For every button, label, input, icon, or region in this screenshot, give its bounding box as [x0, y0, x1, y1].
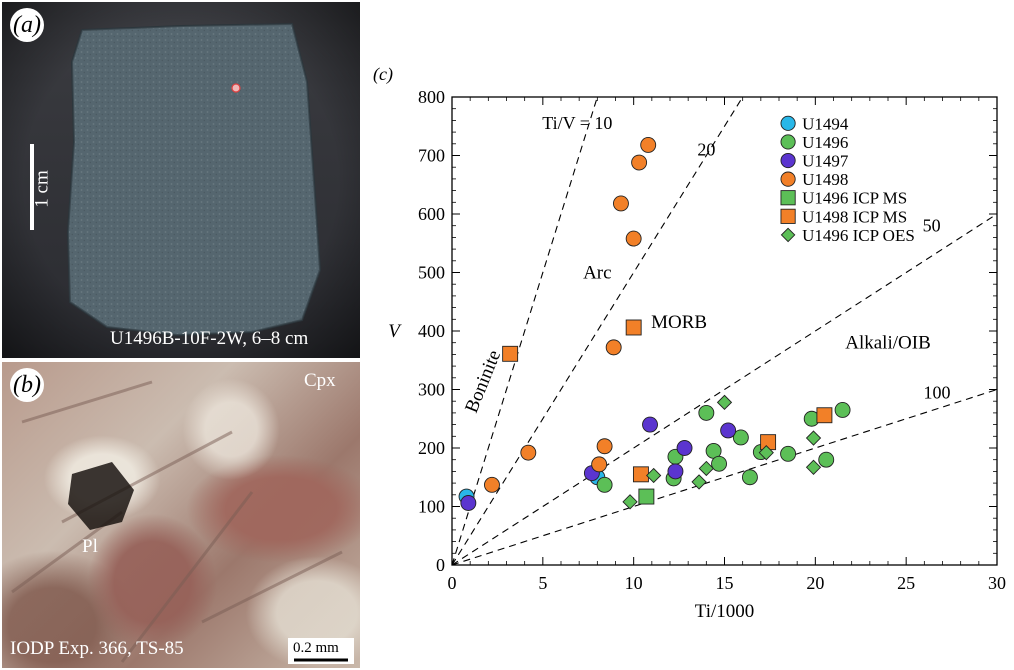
legend-swatch-u1496-icp-ms	[781, 191, 795, 205]
legend-label-u1497: U1497	[802, 152, 849, 171]
point-u1496-icp-oes	[807, 431, 821, 445]
x-tick-label: 25	[897, 573, 915, 593]
legend-label-u1498-icp-ms: U1498 ICP MS	[802, 207, 907, 226]
legend-label-u1496-icp-ms: U1496 ICP MS	[802, 189, 907, 208]
point-u1496	[597, 477, 612, 492]
ti-v-reference-lines	[452, 97, 997, 565]
ti-v-reference-labels: Ti/V = 10 20 50 100	[542, 113, 950, 402]
x-tick-label: 15	[716, 573, 734, 593]
point-u1498	[606, 340, 621, 355]
x-tick-label: 30	[988, 573, 1006, 593]
field-label-alkali-oib: Alkali/OIB	[845, 333, 931, 354]
point-u1498-icp-ms	[626, 320, 641, 335]
legend-swatch-u1496-icp-oes	[781, 228, 794, 241]
field-label-morb: MORB	[651, 312, 707, 333]
y-tick-label: 700	[418, 146, 445, 166]
panel-a-tag: (a)	[10, 8, 44, 42]
panel-a-specimen-photo: (a) 1 cm U1496B-10F-2W, 6–8 cm	[2, 2, 360, 358]
legend-label-u1496-icp-oes: U1496 ICP OES	[802, 226, 915, 245]
y-tick-label: 400	[418, 321, 445, 341]
point-u1496	[781, 446, 796, 461]
point-u1496	[699, 405, 714, 420]
y-tick-label: 800	[418, 87, 445, 107]
x-tick-label: 10	[625, 573, 643, 593]
legend-swatch-u1498-icp-ms	[781, 209, 795, 223]
point-u1498	[521, 445, 536, 460]
point-u1498	[626, 231, 641, 246]
point-u1496	[835, 402, 850, 417]
mineral-label-pl: Pl	[82, 536, 98, 558]
y-axis-label: V	[388, 321, 402, 342]
point-u1498-icp-ms	[503, 346, 518, 361]
scale-label: 1 cm	[32, 170, 54, 207]
point-u1498	[592, 457, 607, 472]
point-u1497	[668, 464, 683, 479]
x-axis-label: Ti/1000	[695, 601, 755, 622]
point-u1498	[641, 137, 656, 152]
y-tick-label: 500	[418, 263, 445, 283]
field-label-arc: Arc	[583, 262, 611, 283]
point-u1496	[742, 470, 757, 485]
point-u1497	[643, 417, 658, 432]
ti-v-line-100	[452, 390, 997, 566]
point-u1496-icp-oes	[807, 460, 821, 474]
point-u1496-icp-ms	[639, 489, 654, 504]
point-u1498-icp-ms	[817, 408, 832, 423]
panel-b-thin-section-photo: (b) Cpx Pl IODP Exp. 366, TS-85 0.2 mm	[2, 362, 360, 668]
y-tick-label: 100	[418, 497, 445, 517]
x-tick-label: 0	[448, 573, 457, 593]
point-u1496	[712, 456, 727, 471]
ti-v-label-50: 50	[923, 216, 941, 236]
legend-label-u1496: U1496	[802, 133, 848, 152]
point-u1496	[819, 452, 834, 467]
legend-swatch-u1496	[781, 135, 795, 149]
legend-swatch-u1497	[781, 153, 795, 167]
legend-label-u1494: U1494	[802, 114, 849, 133]
thin-section-texture	[2, 362, 360, 668]
point-u1496-icp-oes	[718, 395, 732, 409]
x-tick-label: 20	[806, 573, 824, 593]
legend-swatch-u1498	[781, 172, 795, 186]
x-tick-label: 5	[538, 573, 547, 593]
point-u1498	[613, 196, 628, 211]
ti-v-label-10: Ti/V = 10	[542, 113, 612, 133]
y-tick-label: 0	[436, 555, 445, 575]
legend-swatch-u1494	[781, 116, 795, 130]
point-u1497	[677, 441, 692, 456]
point-u1497	[721, 423, 736, 438]
mineral-label-cpx: Cpx	[304, 370, 336, 392]
chart-panel-label: (c)	[373, 64, 393, 85]
tectonic-field-labels: Arc MORB Alkali/OIB Boninite	[461, 262, 931, 416]
y-tick-label: 600	[418, 204, 445, 224]
y-tick-label: 300	[418, 380, 445, 400]
panel-b-tag: (b)	[10, 368, 44, 402]
legend-label-u1498: U1498	[802, 170, 848, 189]
point-u1498	[597, 439, 612, 454]
micro-scale-label: 0.2 mm	[293, 640, 339, 657]
point-u1498-icp-ms	[633, 467, 648, 482]
point-u1497	[461, 495, 476, 510]
ti-v-label-20: 20	[697, 140, 715, 160]
rock-slab-image	[2, 2, 360, 358]
ti-v-line-50	[452, 214, 997, 565]
ti-v-label-100: 100	[924, 382, 951, 402]
plot-frame	[452, 97, 997, 565]
point-u1496-icp-oes	[623, 495, 637, 509]
point-u1498	[484, 477, 499, 492]
point-u1498	[632, 155, 647, 170]
sample-spot-marker	[232, 84, 240, 92]
thin-section-label: IODP Exp. 366, TS-85	[10, 638, 184, 660]
y-tick-label: 200	[418, 438, 445, 458]
field-label-boninite: Boninite	[461, 347, 505, 416]
sample-label: U1496B-10F-2W, 6–8 cm	[110, 328, 308, 350]
axis-ticks	[452, 97, 997, 565]
